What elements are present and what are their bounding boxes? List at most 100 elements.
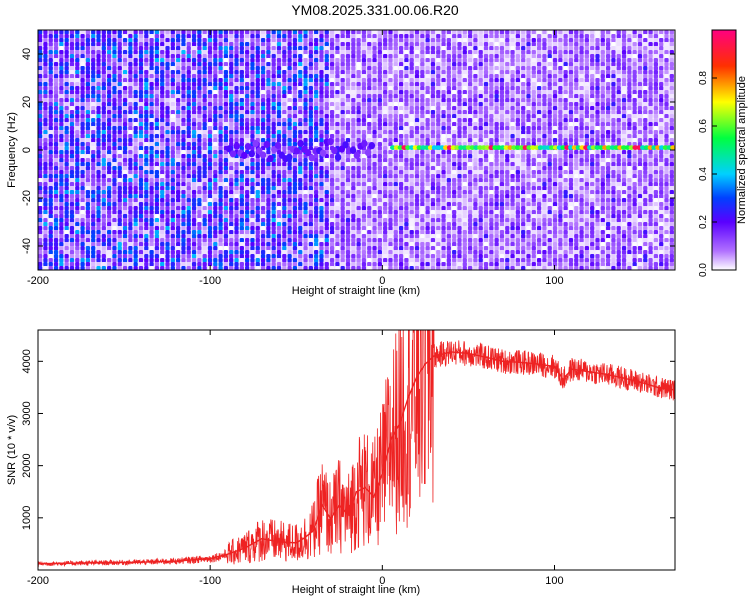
heatmap-cell (165, 226, 170, 231)
heatmap-cell (239, 106, 244, 111)
heatmap-cell (170, 186, 175, 191)
heatmap-cell (239, 162, 244, 167)
heatmap-cell (191, 126, 197, 131)
heatmap-cell (170, 218, 175, 223)
heatmap-cell (271, 238, 276, 243)
heatmap-cell (441, 134, 446, 139)
heatmap-cell (356, 62, 361, 67)
heatmap-cell (446, 210, 451, 215)
heatmap-cell (345, 86, 351, 91)
heatmap-cell (165, 142, 170, 147)
heatmap-cell (351, 214, 356, 219)
heatmap-cell (398, 98, 404, 103)
heatmap-cell (38, 142, 43, 147)
heatmap-cell (425, 194, 430, 199)
heatmap-cell (43, 146, 48, 151)
heatmap-cell (149, 154, 154, 159)
heatmap-cell (282, 210, 287, 215)
heatmap-cell (117, 90, 122, 95)
heatmap-cell (361, 118, 367, 123)
heatmap-cell (165, 262, 170, 267)
heatmap-cell (181, 138, 186, 143)
heatmap-cell (409, 186, 414, 191)
heatmap-cell (329, 106, 335, 111)
heatmap-cell (420, 226, 425, 231)
heatmap-cell (473, 114, 478, 119)
heatmap-cell (234, 86, 239, 91)
heatmap-cell (144, 38, 149, 43)
heatmap-cell (154, 210, 160, 215)
heatmap-cell (170, 170, 175, 175)
heatmap-cell (202, 138, 207, 143)
heatmap-cell (64, 210, 69, 215)
heatmap-cell (101, 222, 106, 227)
heatmap-cell (404, 246, 409, 251)
heatmap-cell (319, 190, 324, 195)
heatmap-cell (176, 30, 181, 35)
heatmap-cell (462, 82, 467, 87)
heatmap-cell (462, 54, 467, 59)
heatmap-cell (107, 202, 112, 207)
heatmap-cell (117, 98, 122, 103)
heatmap-cell (191, 254, 197, 259)
heatmap-cell (473, 198, 478, 203)
heatmap-cell (213, 154, 218, 159)
heatmap-cell (69, 254, 75, 259)
heatmap-cell (388, 162, 393, 167)
heatmap-cell (160, 158, 165, 163)
heatmap-cell (38, 110, 43, 115)
heatmap-cell (101, 42, 106, 47)
heatmap-cell (202, 78, 207, 83)
heatmap-cell (75, 262, 80, 267)
heatmap-cell (176, 42, 181, 47)
heatmap-cell (457, 178, 462, 183)
heatmap-cell (213, 166, 218, 171)
heatmap-cell (361, 90, 367, 95)
heatmap-cell (218, 178, 223, 183)
heatmap-cell (436, 138, 441, 143)
heatmap-cell (165, 198, 170, 203)
heatmap-cell (298, 66, 303, 71)
heatmap-cell (176, 138, 181, 143)
heatmap-cell (128, 34, 133, 39)
heatmap-cell (462, 170, 467, 175)
heatmap-cell (388, 258, 393, 263)
heatmap-cell (324, 182, 329, 187)
heatmap-cell (85, 98, 91, 103)
heatmap-cell (282, 234, 287, 239)
heatmap-cell (112, 210, 117, 215)
heatmap-cell (308, 122, 313, 127)
heatmap-cell (441, 30, 446, 35)
heatmap-cell (122, 130, 128, 135)
heatmap-cell (138, 158, 144, 163)
heatmap-cell (229, 38, 234, 43)
heatmap-cell (303, 254, 308, 259)
heatmap-cell (101, 74, 106, 79)
heatmap-cell (446, 150, 451, 155)
heatmap-cell (138, 234, 144, 239)
heatmap-cell (298, 174, 303, 179)
heatmap-cell (144, 98, 149, 103)
heatmap-cell (218, 258, 223, 263)
heatmap-cell (191, 102, 197, 107)
heatmap-cell (314, 138, 319, 143)
heatmap-cell (388, 170, 393, 175)
heatmap-cell (154, 86, 160, 91)
heatmap-cell (308, 58, 313, 63)
heatmap-cell (43, 266, 48, 270)
heatmap-cell (229, 114, 234, 119)
heatmap-cell (85, 86, 91, 91)
heatmap-cell (414, 258, 420, 263)
heatmap-cell (186, 194, 191, 199)
heatmap-cell (372, 190, 377, 195)
heatmap-cell (467, 134, 473, 139)
heatmap-cell (335, 206, 340, 211)
heatmap-cell (329, 30, 335, 35)
heatmap-cell (213, 30, 218, 35)
heatmap-cell (298, 98, 303, 103)
heatmap-cell (351, 198, 356, 203)
heatmap-cell (361, 198, 367, 203)
heatmap-cell (367, 138, 372, 143)
heatmap-cell (223, 134, 229, 139)
heatmap-cell (170, 102, 175, 107)
